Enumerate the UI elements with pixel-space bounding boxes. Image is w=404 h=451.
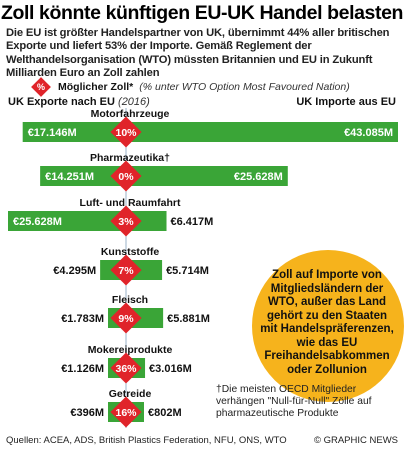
bar-export-motorfahrzeuge [22, 122, 127, 142]
tariff-badge-motorfahrzeuge [110, 116, 142, 148]
value-import-kunststoffe: €5.714M [166, 265, 209, 277]
header-exports: UK Exporte nach EU (2016) [8, 96, 150, 108]
legend-note: (% unter WTO Option Most Favoured Nation… [139, 81, 350, 93]
value-import-getreide: €802M [148, 407, 182, 419]
bar-export-luft-und-raumfahrt [8, 211, 126, 231]
header-exports-label: UK Exporte nach EU [8, 96, 115, 108]
footnote: †Die meisten OECD Mitglieder verhängen "… [216, 384, 372, 419]
category-label-fleisch: Fleisch [112, 294, 148, 306]
tariff-badge-kunststoffe [110, 254, 142, 286]
value-export-luft-und-raumfahrt: €25.628M [13, 216, 62, 228]
page-title: Zoll könnte künftigen EU-UK Handel belas… [0, 2, 404, 24]
tariff-value-motorfahrzeuge: 10% [115, 127, 137, 139]
header-imports: UK Importe aus EU [296, 96, 396, 108]
value-export-pharmazeutika: €14.251M [45, 171, 94, 183]
legend-label: Möglicher Zoll* [58, 81, 134, 93]
callout-text: Zoll auf Importe von Mitgliedsländern de… [260, 269, 394, 376]
tariff-value-getreide: 16% [115, 407, 137, 419]
tariff-value-kunststoffe: 7% [118, 265, 134, 277]
category-label-luft-und-raumfahrt: Luft- und Raumfahrt [80, 197, 181, 209]
tariff-value-luft-und-raumfahrt: 3% [118, 216, 134, 228]
tariff-value-fleisch: 9% [118, 313, 134, 325]
bar-import-pharmazeutika [126, 166, 288, 186]
header-exports-year: (2016) [118, 96, 150, 108]
tariff-value-pharmazeutika: 0% [118, 171, 134, 183]
category-label-kunststoffe: Kunststoffe [101, 246, 159, 258]
tariff-value-mokereiprodukte: 36% [115, 363, 137, 375]
value-import-fleisch: €5.881M [167, 313, 210, 325]
category-label-getreide: Getreide [109, 388, 152, 400]
value-export-fleisch: €1.783M [61, 313, 104, 325]
legend: % Möglicher Zoll* (% unter WTO Option Mo… [31, 77, 350, 97]
bar-export-pharmazeutika [40, 166, 126, 186]
credit-line: © GRAPHIC NEWS [313, 435, 398, 446]
tariff-badge-fleisch [110, 302, 142, 334]
tariff-badge-mokereiprodukte [110, 352, 142, 384]
value-export-getreide: €396M [70, 407, 104, 419]
tariff-badge-pharmazeutika [110, 160, 142, 192]
value-import-motorfahrzeuge: €43.085M [344, 127, 393, 139]
intro-text: Die EU ist größter Handelspartner von UK… [6, 27, 390, 80]
bar-import-motorfahrzeuge [126, 122, 398, 142]
category-label-pharmazeutika: Pharmazeutika† [90, 152, 170, 164]
source-line: Quellen: ACEA, ADS, British Plastics Fed… [6, 435, 287, 446]
callout-circle [252, 250, 404, 402]
value-import-mokereiprodukte: €3.016M [149, 363, 192, 375]
category-label-mokereiprodukte: Mokereiprodukte [88, 344, 173, 356]
category-label-motorfahrzeuge: Motorfahrzeuge [91, 108, 170, 120]
value-import-luft-und-raumfahrt: €6.417M [171, 216, 214, 228]
value-import-pharmazeutika: €25.628M [234, 171, 283, 183]
tariff-badge-getreide [110, 396, 142, 428]
value-export-kunststoffe: €4.295M [53, 265, 96, 277]
tariff-badge-luft-und-raumfahrt [110, 205, 142, 237]
value-export-motorfahrzeuge: €17.146M [28, 127, 77, 139]
value-export-mokereiprodukte: €1.126M [61, 363, 104, 375]
